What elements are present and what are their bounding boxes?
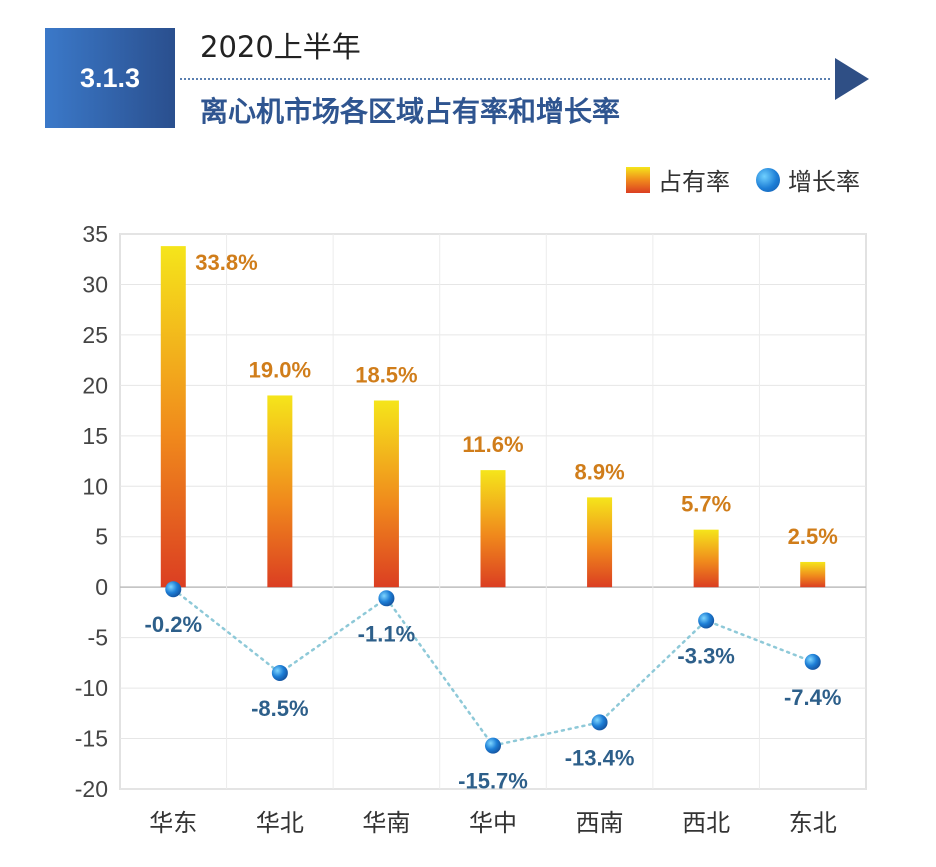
section-number: 3.1.3 <box>79 62 141 93</box>
growth-data-label: -15.7% <box>458 769 528 794</box>
bar-data-label: 11.6% <box>462 432 523 457</box>
legend-item-share: 占有率 <box>626 162 730 197</box>
growth-point <box>591 714 608 731</box>
y-tick-label: 20 <box>82 372 108 398</box>
y-tick-label: 10 <box>82 473 108 499</box>
x-tick-label: 东北 <box>789 809 837 837</box>
y-tick-label: 5 <box>95 524 108 550</box>
y-tick-label: -10 <box>75 675 108 701</box>
growth-data-label: -8.5% <box>251 696 308 721</box>
bar <box>480 470 506 588</box>
legend: 占有率 增长率 <box>626 162 860 197</box>
y-tick-label: -15 <box>75 726 108 752</box>
chart-title: 离心机市场各区域占有率和增长率 <box>200 95 621 128</box>
growth-data-label: -0.2% <box>145 612 202 637</box>
growth-point <box>698 612 715 629</box>
bar-data-label: 19.0% <box>249 357 311 382</box>
x-tick-label: 西北 <box>682 809 730 837</box>
y-tick-label: 30 <box>82 271 108 297</box>
period-label: 2020上半年 <box>200 30 361 64</box>
y-tick-label: 0 <box>95 574 108 600</box>
y-tick-label: 35 <box>82 221 108 247</box>
growth-point <box>271 664 288 681</box>
bar-data-label: 5.7% <box>681 492 731 517</box>
growth-data-label: -1.1% <box>358 621 415 646</box>
y-tick-label: 25 <box>82 322 108 348</box>
bar-data-label: 2.5% <box>788 524 838 549</box>
arrow-icon <box>835 58 869 100</box>
growth-data-label: -7.4% <box>784 685 841 710</box>
bar <box>267 395 293 588</box>
legend-item-growth: 增长率 <box>756 162 860 197</box>
legend-label-growth: 增长率 <box>788 168 860 196</box>
y-tick-label: -20 <box>75 776 108 802</box>
bar <box>693 529 719 588</box>
growth-data-label: -3.3% <box>677 643 734 668</box>
title-divider <box>180 78 830 80</box>
bar-swatch-icon <box>626 166 650 193</box>
dot-swatch-icon <box>756 167 780 192</box>
legend-label-share: 占有率 <box>658 168 730 196</box>
bar <box>800 561 826 588</box>
growth-point <box>804 653 821 670</box>
bar-data-label: 33.8% <box>195 250 257 275</box>
growth-point <box>485 737 501 754</box>
bar-data-label: 8.9% <box>574 459 624 484</box>
growth-point <box>165 581 182 598</box>
x-tick-label: 华东 <box>149 809 197 837</box>
x-tick-label: 华南 <box>362 809 410 837</box>
y-tick-label: -5 <box>88 625 108 651</box>
bar <box>587 497 613 588</box>
x-tick-label: 华中 <box>469 809 517 837</box>
section-badge: 3.1.3 <box>45 28 175 128</box>
x-tick-label: 华北 <box>256 809 304 837</box>
bar <box>160 246 186 588</box>
growth-data-label: -13.4% <box>565 745 635 770</box>
x-tick-label: 西南 <box>576 809 624 837</box>
growth-point <box>378 590 395 607</box>
y-tick-label: 15 <box>82 423 108 449</box>
bar <box>373 400 399 588</box>
bar-data-label: 18.5% <box>355 363 417 388</box>
